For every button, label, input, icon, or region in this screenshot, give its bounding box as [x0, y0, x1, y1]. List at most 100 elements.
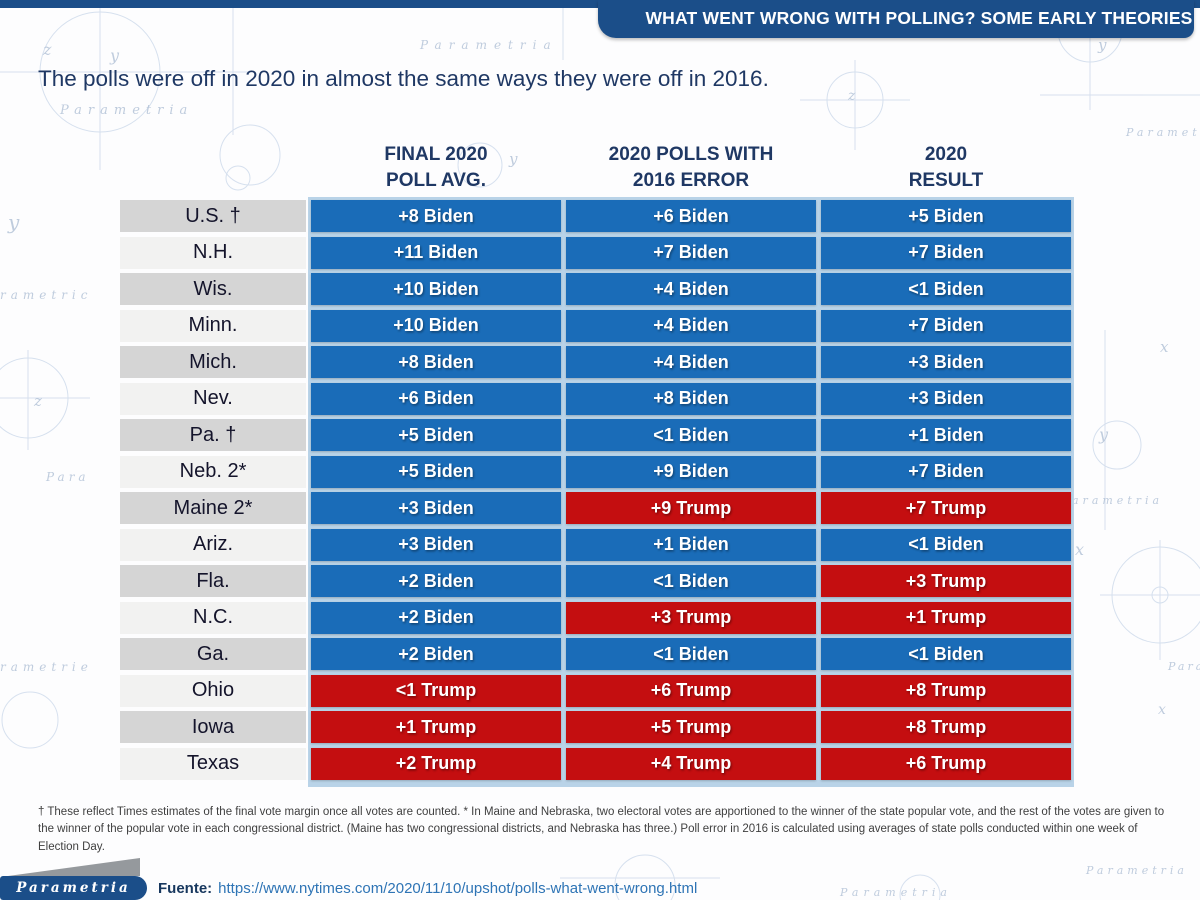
state-label: Maine 2* — [120, 492, 306, 524]
margin-cell: <1 Biden — [566, 638, 816, 670]
state-label: Nev. — [120, 382, 306, 415]
table-header-row: FINAL 2020 POLL AVG. 2020 POLLS WITH 201… — [120, 140, 1071, 196]
watermark-text: Para — [1168, 660, 1200, 673]
margin-cell: +6 Trump — [821, 747, 1071, 780]
margin-cell: +1 Biden — [821, 419, 1071, 451]
watermark-text: Parametria — [60, 103, 194, 118]
state-label: Ga. — [120, 638, 306, 670]
margin-cell: +6 Biden — [311, 382, 561, 415]
slide-header-banner: WHAT WENT WRONG WITH POLLING? SOME EARLY… — [598, 0, 1194, 38]
state-label: Minn. — [120, 309, 306, 342]
margin-cell: <1 Biden — [821, 273, 1071, 305]
margin-cell: +2 Biden — [311, 638, 561, 670]
margin-cell: +3 Biden — [311, 492, 561, 524]
watermark-text: Parametria — [1126, 126, 1200, 139]
margin-cell: +1 Trump — [821, 601, 1071, 634]
watermark-text: Para — [46, 470, 90, 484]
watermark-text: x — [1158, 702, 1166, 718]
column-header-final-poll-avg: FINAL 2020 POLL AVG. — [384, 144, 488, 191]
watermark-text: x — [1075, 540, 1085, 559]
margin-cell: +8 Biden — [311, 346, 561, 378]
state-label: Ohio — [120, 674, 306, 707]
margin-cell: +5 Biden — [821, 200, 1071, 232]
margin-cell: <1 Biden — [821, 528, 1071, 561]
margin-cell: +4 Biden — [566, 309, 816, 342]
margin-cell: +2 Trump — [311, 747, 561, 780]
watermark-text: Parametria — [420, 38, 558, 52]
margin-cell: +7 Biden — [821, 309, 1071, 342]
state-label: Pa. † — [120, 419, 306, 451]
slide-subtitle: The polls were off in 2020 in almost the… — [38, 66, 769, 91]
margin-cell: +1 Trump — [311, 711, 561, 743]
watermark-text: y — [110, 46, 120, 65]
margin-cell: +5 Biden — [311, 419, 561, 451]
state-label: N.H. — [120, 236, 306, 269]
margin-cell: <1 Trump — [311, 674, 561, 707]
watermark-text: y — [8, 210, 20, 234]
margin-cell: +4 Trump — [566, 747, 816, 780]
margin-cell: +3 Biden — [821, 346, 1071, 378]
state-label: Texas — [120, 747, 306, 780]
watermark-text: z — [848, 88, 856, 104]
source-line: Fuente: https://www.nytimes.com/2020/11/… — [158, 876, 697, 900]
margin-cell: +11 Biden — [311, 236, 561, 269]
margin-cell: +10 Biden — [311, 273, 561, 305]
watermark-text: y — [1099, 425, 1109, 444]
margin-cell: +1 Biden — [566, 528, 816, 561]
state-label: N.C. — [120, 601, 306, 634]
source-link[interactable]: https://www.nytimes.com/2020/11/10/upsho… — [218, 879, 698, 897]
state-label: Iowa — [120, 711, 306, 743]
state-label: Fla. — [120, 565, 306, 597]
watermark-text: z — [43, 40, 52, 59]
margin-cell: <1 Biden — [566, 565, 816, 597]
state-label: Ariz. — [120, 528, 306, 561]
watermark-text: arametria — [1072, 494, 1164, 507]
source-label: Fuente: — [158, 879, 213, 897]
margin-cell: +5 Trump — [566, 711, 816, 743]
poll-table: FINAL 2020 POLL AVG. 2020 POLLS WITH 201… — [120, 140, 1074, 787]
watermark-text: rametric — [0, 288, 93, 302]
margin-cell: +10 Biden — [311, 309, 561, 342]
margin-cell: +3 Biden — [311, 528, 561, 561]
parametria-logo: Parametria — [0, 876, 147, 900]
column-header-2016-error: 2020 POLLS WITH 2016 ERROR — [608, 144, 774, 191]
margin-cell: +6 Trump — [566, 674, 816, 707]
margin-cell: <1 Biden — [566, 419, 816, 451]
footnote: † These reflect Times estimates of the f… — [38, 806, 1165, 853]
margin-cell: +6 Biden — [566, 200, 816, 232]
margin-cell: +3 Trump — [566, 601, 816, 634]
watermark-text: Parametria — [1086, 864, 1188, 877]
margin-cell: +7 Trump — [821, 492, 1071, 524]
watermark-text: z — [34, 392, 42, 410]
column-header-2020-result: 2020 RESULT — [908, 144, 984, 191]
margin-cell: +2 Biden — [311, 601, 561, 634]
watermark-text: x — [1160, 338, 1169, 356]
table-body: U.S. † +8 Biden +6 Biden +5 Biden N.H. +11 Bi… — [120, 200, 1071, 780]
state-label: U.S. † — [120, 200, 306, 232]
state-label: Mich. — [120, 346, 306, 378]
margin-cell: +7 Biden — [566, 236, 816, 269]
margin-cell: +8 Trump — [821, 711, 1071, 743]
margin-cell: +3 Trump — [821, 565, 1071, 597]
state-label: Wis. — [120, 273, 306, 305]
watermark-text: y — [509, 150, 518, 168]
state-label: Neb. 2* — [120, 455, 306, 488]
state-column-header — [120, 140, 306, 196]
watermark-text: rametrie — [0, 660, 93, 674]
margin-cell: +4 Biden — [566, 273, 816, 305]
margin-cell: <1 Biden — [821, 638, 1071, 670]
margin-cell: +3 Biden — [821, 382, 1071, 415]
parametria-logo-text: Parametria — [16, 880, 131, 896]
watermark-text: Parametria — [840, 886, 952, 899]
footer-swoosh-decoration — [8, 858, 140, 876]
watermark-text: y — [1098, 36, 1107, 54]
margin-cell: +8 Trump — [821, 674, 1071, 707]
margin-cell: +7 Biden — [821, 455, 1071, 488]
margin-cell: +4 Biden — [566, 346, 816, 378]
margin-cell: +9 Trump — [566, 492, 816, 524]
margin-cell: +9 Biden — [566, 455, 816, 488]
banner-title: WHAT WENT WRONG WITH POLLING? SOME EARLY… — [645, 7, 1193, 28]
margin-cell: +2 Biden — [311, 565, 561, 597]
margin-cell: +8 Biden — [566, 382, 816, 415]
